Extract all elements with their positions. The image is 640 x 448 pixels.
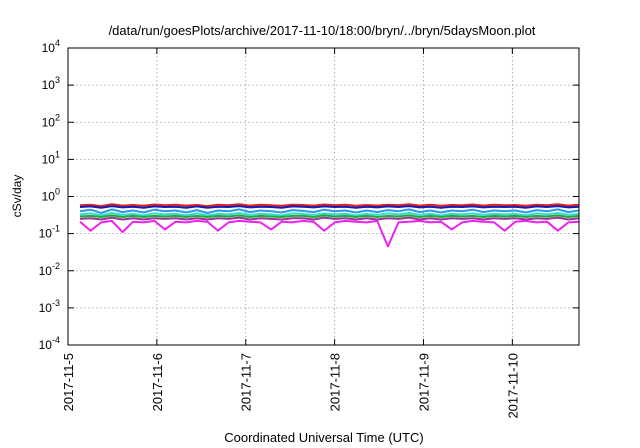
y-tick-label: 101 (42, 149, 60, 166)
x-tick-label: 2017-11-9 (416, 353, 431, 411)
x-tick-label: 2017-11-6 (150, 353, 165, 411)
y-tick-label: 103 (42, 75, 60, 92)
y-tick-label: 10-3 (39, 298, 60, 315)
chart-title: /data/run/goesPlots/archive/2017-11-10/1… (109, 23, 536, 38)
series-line (79, 205, 580, 209)
series-line (79, 219, 580, 248)
y-tick-label: 10-2 (39, 261, 60, 278)
series-lines (79, 203, 580, 248)
x-tick-label: 2017-11-5 (61, 353, 76, 411)
series-line (79, 216, 580, 221)
y-tick-label: 10-4 (39, 335, 60, 352)
y-axis: 10-4 10-3 10-2 10-1 100 101 102 103 104 (39, 38, 579, 352)
y-tick-label: 102 (42, 112, 60, 129)
x-tick-label: 2017-11-8 (328, 353, 343, 411)
x-axis: 2017-11-5 2017-11-6 2017-11-7 2017-11-8 2017… (61, 48, 520, 419)
grid (68, 48, 579, 345)
x-axis-label: Coordinated Universal Time (UTC) (224, 430, 423, 445)
y-tick-label: 104 (42, 38, 60, 55)
series-line (79, 203, 580, 208)
x-tick-label: 2017-11-7 (239, 353, 254, 411)
series-line (79, 208, 580, 214)
series-line (79, 212, 580, 217)
x-tick-label: 2017-11-10 (505, 353, 520, 419)
y-tick-label: 100 (42, 187, 60, 204)
series-line (79, 214, 580, 218)
y-axis-label: cSv/day (10, 175, 24, 218)
y-tick-label: 10-1 (39, 224, 60, 241)
